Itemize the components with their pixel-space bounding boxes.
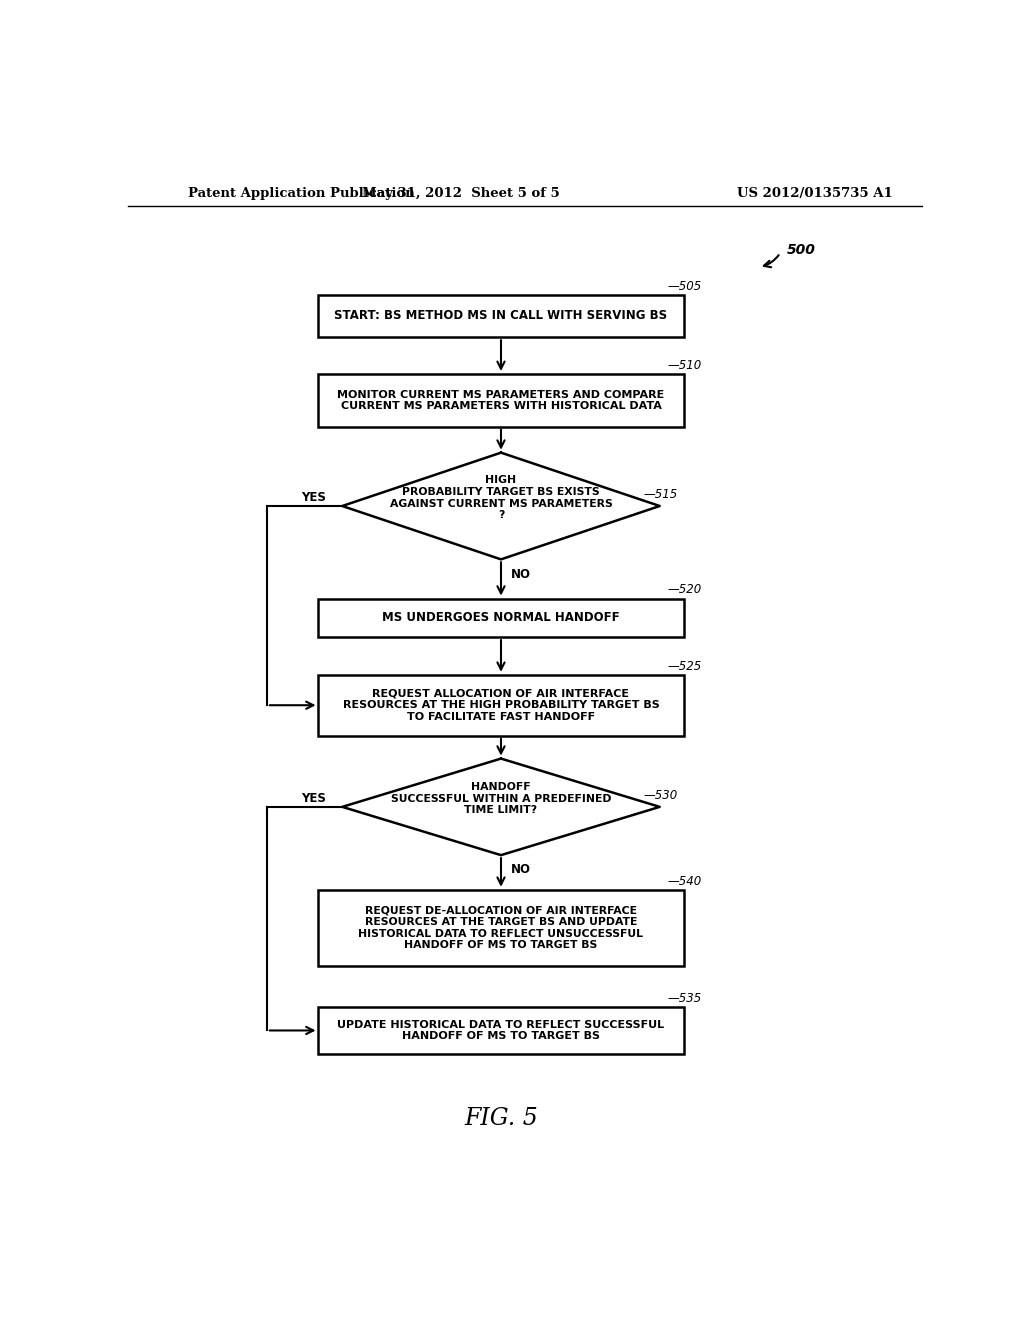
FancyBboxPatch shape	[318, 890, 684, 966]
Text: START: BS METHOD MS IN CALL WITH SERVING BS: START: BS METHOD MS IN CALL WITH SERVING…	[335, 309, 668, 322]
Text: —510: —510	[668, 359, 701, 372]
Text: REQUEST DE-ALLOCATION OF AIR INTERFACE
RESOURCES AT THE TARGET BS AND UPDATE
HIS: REQUEST DE-ALLOCATION OF AIR INTERFACE R…	[358, 906, 643, 950]
Text: FIG. 5: FIG. 5	[464, 1107, 538, 1130]
Polygon shape	[342, 759, 659, 855]
Text: —530: —530	[644, 789, 678, 801]
Text: —525: —525	[668, 660, 701, 673]
Text: 500: 500	[786, 243, 815, 257]
Text: HANDOFF
SUCCESSFUL WITHIN A PREDEFINED
TIME LIMIT?: HANDOFF SUCCESSFUL WITHIN A PREDEFINED T…	[391, 783, 611, 816]
Text: YES: YES	[301, 491, 327, 504]
Text: —535: —535	[668, 993, 701, 1005]
Text: YES: YES	[301, 792, 327, 805]
Text: MONITOR CURRENT MS PARAMETERS AND COMPARE
CURRENT MS PARAMETERS WITH HISTORICAL : MONITOR CURRENT MS PARAMETERS AND COMPAR…	[337, 389, 665, 411]
Text: —540: —540	[668, 875, 701, 887]
FancyBboxPatch shape	[318, 598, 684, 638]
Text: —520: —520	[668, 583, 701, 597]
Text: US 2012/0135735 A1: US 2012/0135735 A1	[736, 187, 892, 201]
Text: NO: NO	[511, 863, 530, 876]
FancyBboxPatch shape	[318, 294, 684, 338]
Text: Patent Application Publication: Patent Application Publication	[187, 187, 415, 201]
Text: NO: NO	[511, 568, 530, 581]
Polygon shape	[342, 453, 659, 560]
FancyBboxPatch shape	[318, 1007, 684, 1053]
FancyBboxPatch shape	[318, 675, 684, 735]
Text: —515: —515	[644, 488, 678, 500]
Text: May 31, 2012  Sheet 5 of 5: May 31, 2012 Sheet 5 of 5	[362, 187, 560, 201]
Text: UPDATE HISTORICAL DATA TO REFLECT SUCCESSFUL
HANDOFF OF MS TO TARGET BS: UPDATE HISTORICAL DATA TO REFLECT SUCCES…	[338, 1019, 665, 1041]
Text: —505: —505	[668, 280, 701, 293]
Text: REQUEST ALLOCATION OF AIR INTERFACE
RESOURCES AT THE HIGH PROBABILITY TARGET BS
: REQUEST ALLOCATION OF AIR INTERFACE RESO…	[343, 689, 659, 722]
Text: HIGH
PROBABILITY TARGET BS EXISTS
AGAINST CURRENT MS PARAMETERS
?: HIGH PROBABILITY TARGET BS EXISTS AGAINS…	[389, 475, 612, 520]
FancyBboxPatch shape	[318, 374, 684, 426]
Text: MS UNDERGOES NORMAL HANDOFF: MS UNDERGOES NORMAL HANDOFF	[382, 611, 620, 624]
